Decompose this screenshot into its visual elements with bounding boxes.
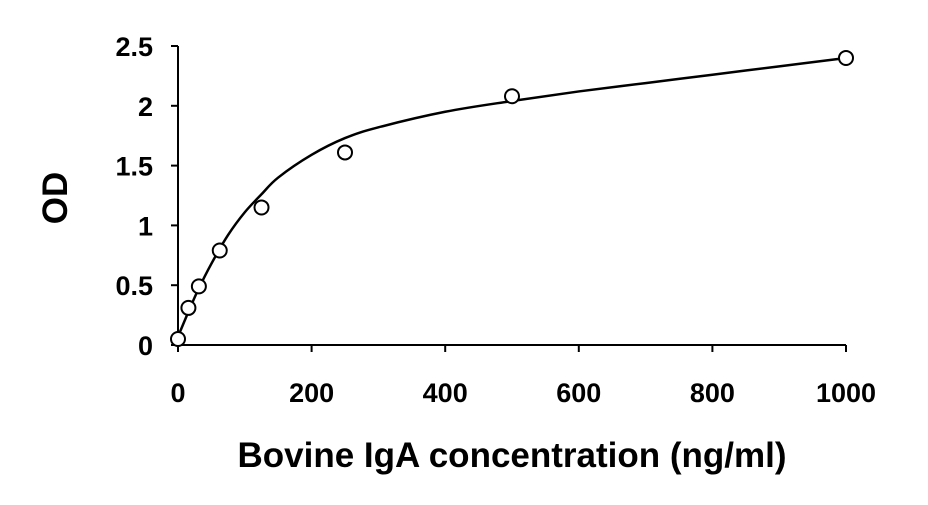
data-point xyxy=(211,242,228,259)
data-point xyxy=(337,144,353,161)
fit-curve-line xyxy=(176,56,847,338)
x-tick-label: 600 xyxy=(556,378,601,408)
y-tick-label: 2 xyxy=(138,92,153,122)
x-tick-label: 1000 xyxy=(816,378,876,408)
x-tick-label: 400 xyxy=(423,378,468,408)
x-axis-title: Bovine IgA concentration (ng/ml) xyxy=(238,436,787,475)
data-point xyxy=(504,88,520,105)
data-point xyxy=(253,199,270,216)
data-points-layer xyxy=(170,49,854,348)
data-point xyxy=(190,278,207,295)
axes xyxy=(177,46,846,346)
data-point xyxy=(838,49,854,66)
y-axis-ticks: 0 0.5 1 1.5 2 2.5 xyxy=(115,32,178,361)
y-tick-label: 2.5 xyxy=(115,32,153,62)
y-tick-label: 1.5 xyxy=(115,152,153,182)
data-point xyxy=(180,299,197,316)
x-tick-label: 200 xyxy=(289,378,334,408)
y-tick-label: 0.5 xyxy=(115,271,153,301)
y-axis-title: OD xyxy=(36,172,75,225)
y-tick-label: 0 xyxy=(138,331,153,361)
data-point xyxy=(170,331,186,348)
y-tick-label: 1 xyxy=(138,211,153,241)
x-tick-label: 800 xyxy=(690,378,735,408)
x-axis-ticks: 0 200 400 600 800 1000 xyxy=(170,345,876,408)
fit-curve-layer xyxy=(176,56,847,338)
x-tick-label: 0 xyxy=(170,378,185,408)
